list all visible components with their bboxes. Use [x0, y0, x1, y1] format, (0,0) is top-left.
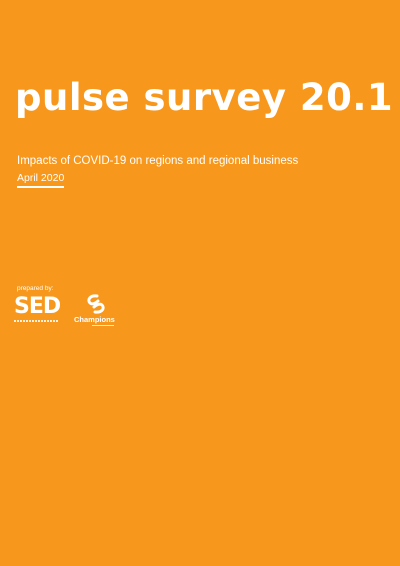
champions-logo-tagline: [92, 325, 114, 326]
prepared-by-label: prepared by:: [17, 285, 54, 292]
cover-title: pulse survey 20.1: [15, 76, 394, 119]
sed-logo-tagline: [14, 320, 58, 322]
sed-logo: SED: [14, 295, 62, 325]
champions-swirl-icon: [87, 294, 105, 314]
cover-date: April 2020: [17, 172, 65, 188]
cover-subtitle: Impacts of COVID-19 on regions and regio…: [17, 155, 299, 167]
sed-logo-text: SED: [14, 294, 61, 319]
champions-logo-text: Champions: [74, 315, 115, 324]
champions-logo: Champions: [74, 294, 120, 328]
